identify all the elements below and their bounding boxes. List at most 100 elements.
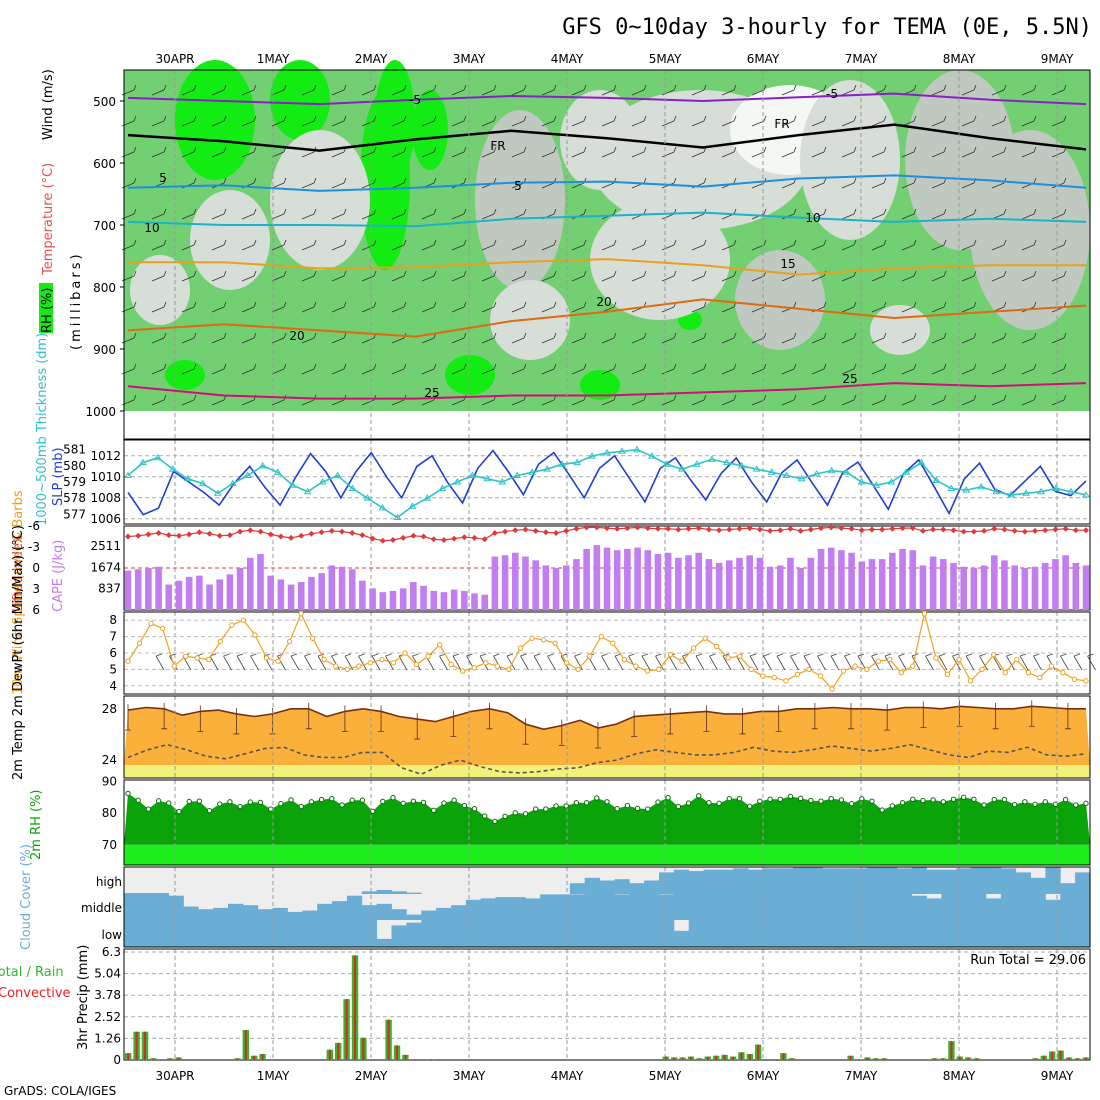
rh2m-point bbox=[166, 800, 172, 806]
rh2m-point bbox=[838, 797, 845, 803]
lifted-index-point bbox=[644, 525, 651, 532]
wind10m-point bbox=[610, 640, 616, 646]
thickness-point bbox=[273, 468, 282, 475]
cloud-cell bbox=[911, 920, 927, 947]
wind-barb bbox=[841, 239, 857, 251]
thickness-point bbox=[303, 487, 312, 495]
rh2m-point bbox=[543, 806, 549, 812]
wind10m-barb bbox=[155, 653, 165, 671]
rh2m-point bbox=[1062, 796, 1069, 803]
cape-tick-label: 1674 bbox=[90, 560, 121, 574]
cloud-cell bbox=[599, 893, 615, 920]
cloud-cell bbox=[361, 920, 378, 947]
cloud-cell bbox=[807, 920, 823, 947]
isotherm-label: 25 bbox=[424, 386, 439, 400]
panel-frame bbox=[123, 779, 1091, 866]
cloud-cell bbox=[376, 889, 392, 894]
cape-bar bbox=[675, 557, 682, 610]
wind-barb bbox=[361, 270, 377, 282]
wind-barb bbox=[661, 332, 677, 344]
wind10m-barb bbox=[601, 653, 610, 671]
lifted-index-point bbox=[960, 528, 967, 535]
cloud-cell bbox=[629, 893, 645, 920]
wind-barb bbox=[781, 394, 797, 406]
lifted-index-point bbox=[858, 527, 865, 534]
wind-barb bbox=[271, 270, 287, 282]
thickness-point bbox=[842, 468, 851, 475]
rh2m-point bbox=[675, 803, 682, 810]
cloud-cover-panel: high middle low Cloud Cover (%) bbox=[19, 844, 1091, 950]
wind10m-barb bbox=[223, 653, 232, 671]
pressure-axis-label: (millibars) bbox=[69, 251, 84, 350]
wind10m-point bbox=[517, 645, 524, 651]
cape-bar bbox=[318, 573, 325, 610]
wind10m-barb bbox=[493, 653, 502, 671]
pressure-tick-label: 1000 bbox=[85, 405, 116, 419]
lifted-index-point bbox=[267, 531, 274, 538]
lifted-index-point bbox=[1001, 526, 1008, 533]
thickness-point bbox=[558, 460, 566, 467]
lifted-index-point bbox=[930, 526, 937, 533]
thickness-point bbox=[378, 503, 387, 511]
cloud-cell bbox=[837, 868, 853, 894]
lifted-index-point bbox=[410, 532, 417, 539]
wind-barb bbox=[511, 115, 527, 127]
wind10m-point bbox=[402, 650, 408, 656]
wind10m-point bbox=[806, 666, 812, 673]
cloud-cell bbox=[480, 898, 496, 920]
wind10m-point bbox=[598, 633, 604, 640]
cloud-cell bbox=[525, 898, 541, 920]
wind-barb bbox=[781, 146, 797, 158]
cloud-cell bbox=[153, 920, 169, 947]
wind10m-point bbox=[656, 666, 662, 673]
cloud-cell bbox=[852, 920, 868, 947]
wind-barb bbox=[631, 239, 647, 251]
wind10m-point bbox=[875, 658, 881, 664]
wind-barb bbox=[871, 146, 887, 158]
cloud-cell bbox=[941, 869, 957, 894]
lifted-index-point bbox=[797, 527, 804, 534]
wind10m-barb bbox=[884, 653, 894, 671]
rh2m-point bbox=[532, 806, 539, 812]
cloud-cell bbox=[242, 905, 259, 920]
cloud-cell bbox=[644, 920, 660, 947]
wind-barb bbox=[1021, 84, 1037, 96]
cloud-cell bbox=[807, 893, 823, 920]
wind-barb bbox=[1021, 115, 1037, 127]
wind10m-point bbox=[956, 656, 962, 663]
rh2m-point bbox=[237, 803, 243, 810]
cloud-cell bbox=[168, 920, 184, 947]
temp2m-minmax-bar bbox=[125, 704, 131, 731]
cloud-cell bbox=[629, 920, 645, 947]
cloud-cell bbox=[733, 868, 749, 894]
wind-barb bbox=[451, 301, 467, 313]
wind10m-barb bbox=[749, 653, 759, 671]
wind10m-point bbox=[494, 663, 501, 669]
wind-barb bbox=[451, 270, 467, 282]
lifted-index-point bbox=[899, 525, 906, 532]
wind-barb bbox=[241, 239, 257, 251]
temp2m-minmax-bar bbox=[378, 705, 385, 732]
wind-barb bbox=[571, 332, 587, 344]
wind-barb bbox=[931, 394, 947, 406]
cape-bar bbox=[766, 566, 774, 610]
wind-barb bbox=[751, 84, 767, 96]
isotherm-lines: -5 -5 FR FR 5 5 10 10 15 20 20 25 25 bbox=[127, 87, 1087, 400]
temp2m-minmax-bar bbox=[739, 707, 746, 735]
wind-barb bbox=[181, 301, 197, 313]
wind10m-barb bbox=[317, 653, 327, 671]
thickness-point bbox=[198, 479, 207, 487]
wind10m-point bbox=[1071, 676, 1078, 682]
precip-panel: 6.3 5.04 3.78 2.52 1.26 0 Run Total = 29.06 3… bbox=[0, 945, 1091, 1067]
wind-tick-label: 7 bbox=[109, 630, 117, 644]
cape-bar bbox=[196, 575, 203, 610]
rh2m-point bbox=[339, 802, 345, 808]
precip-convective-bar bbox=[135, 1031, 138, 1060]
temp2m-minmax-bar bbox=[341, 705, 348, 732]
rh2m-point bbox=[522, 811, 529, 817]
cloud-cell bbox=[971, 867, 987, 894]
rh2m-point bbox=[981, 802, 987, 808]
wind-barb bbox=[391, 363, 407, 375]
cloud-cell bbox=[748, 893, 764, 920]
wind-barb bbox=[211, 208, 227, 220]
